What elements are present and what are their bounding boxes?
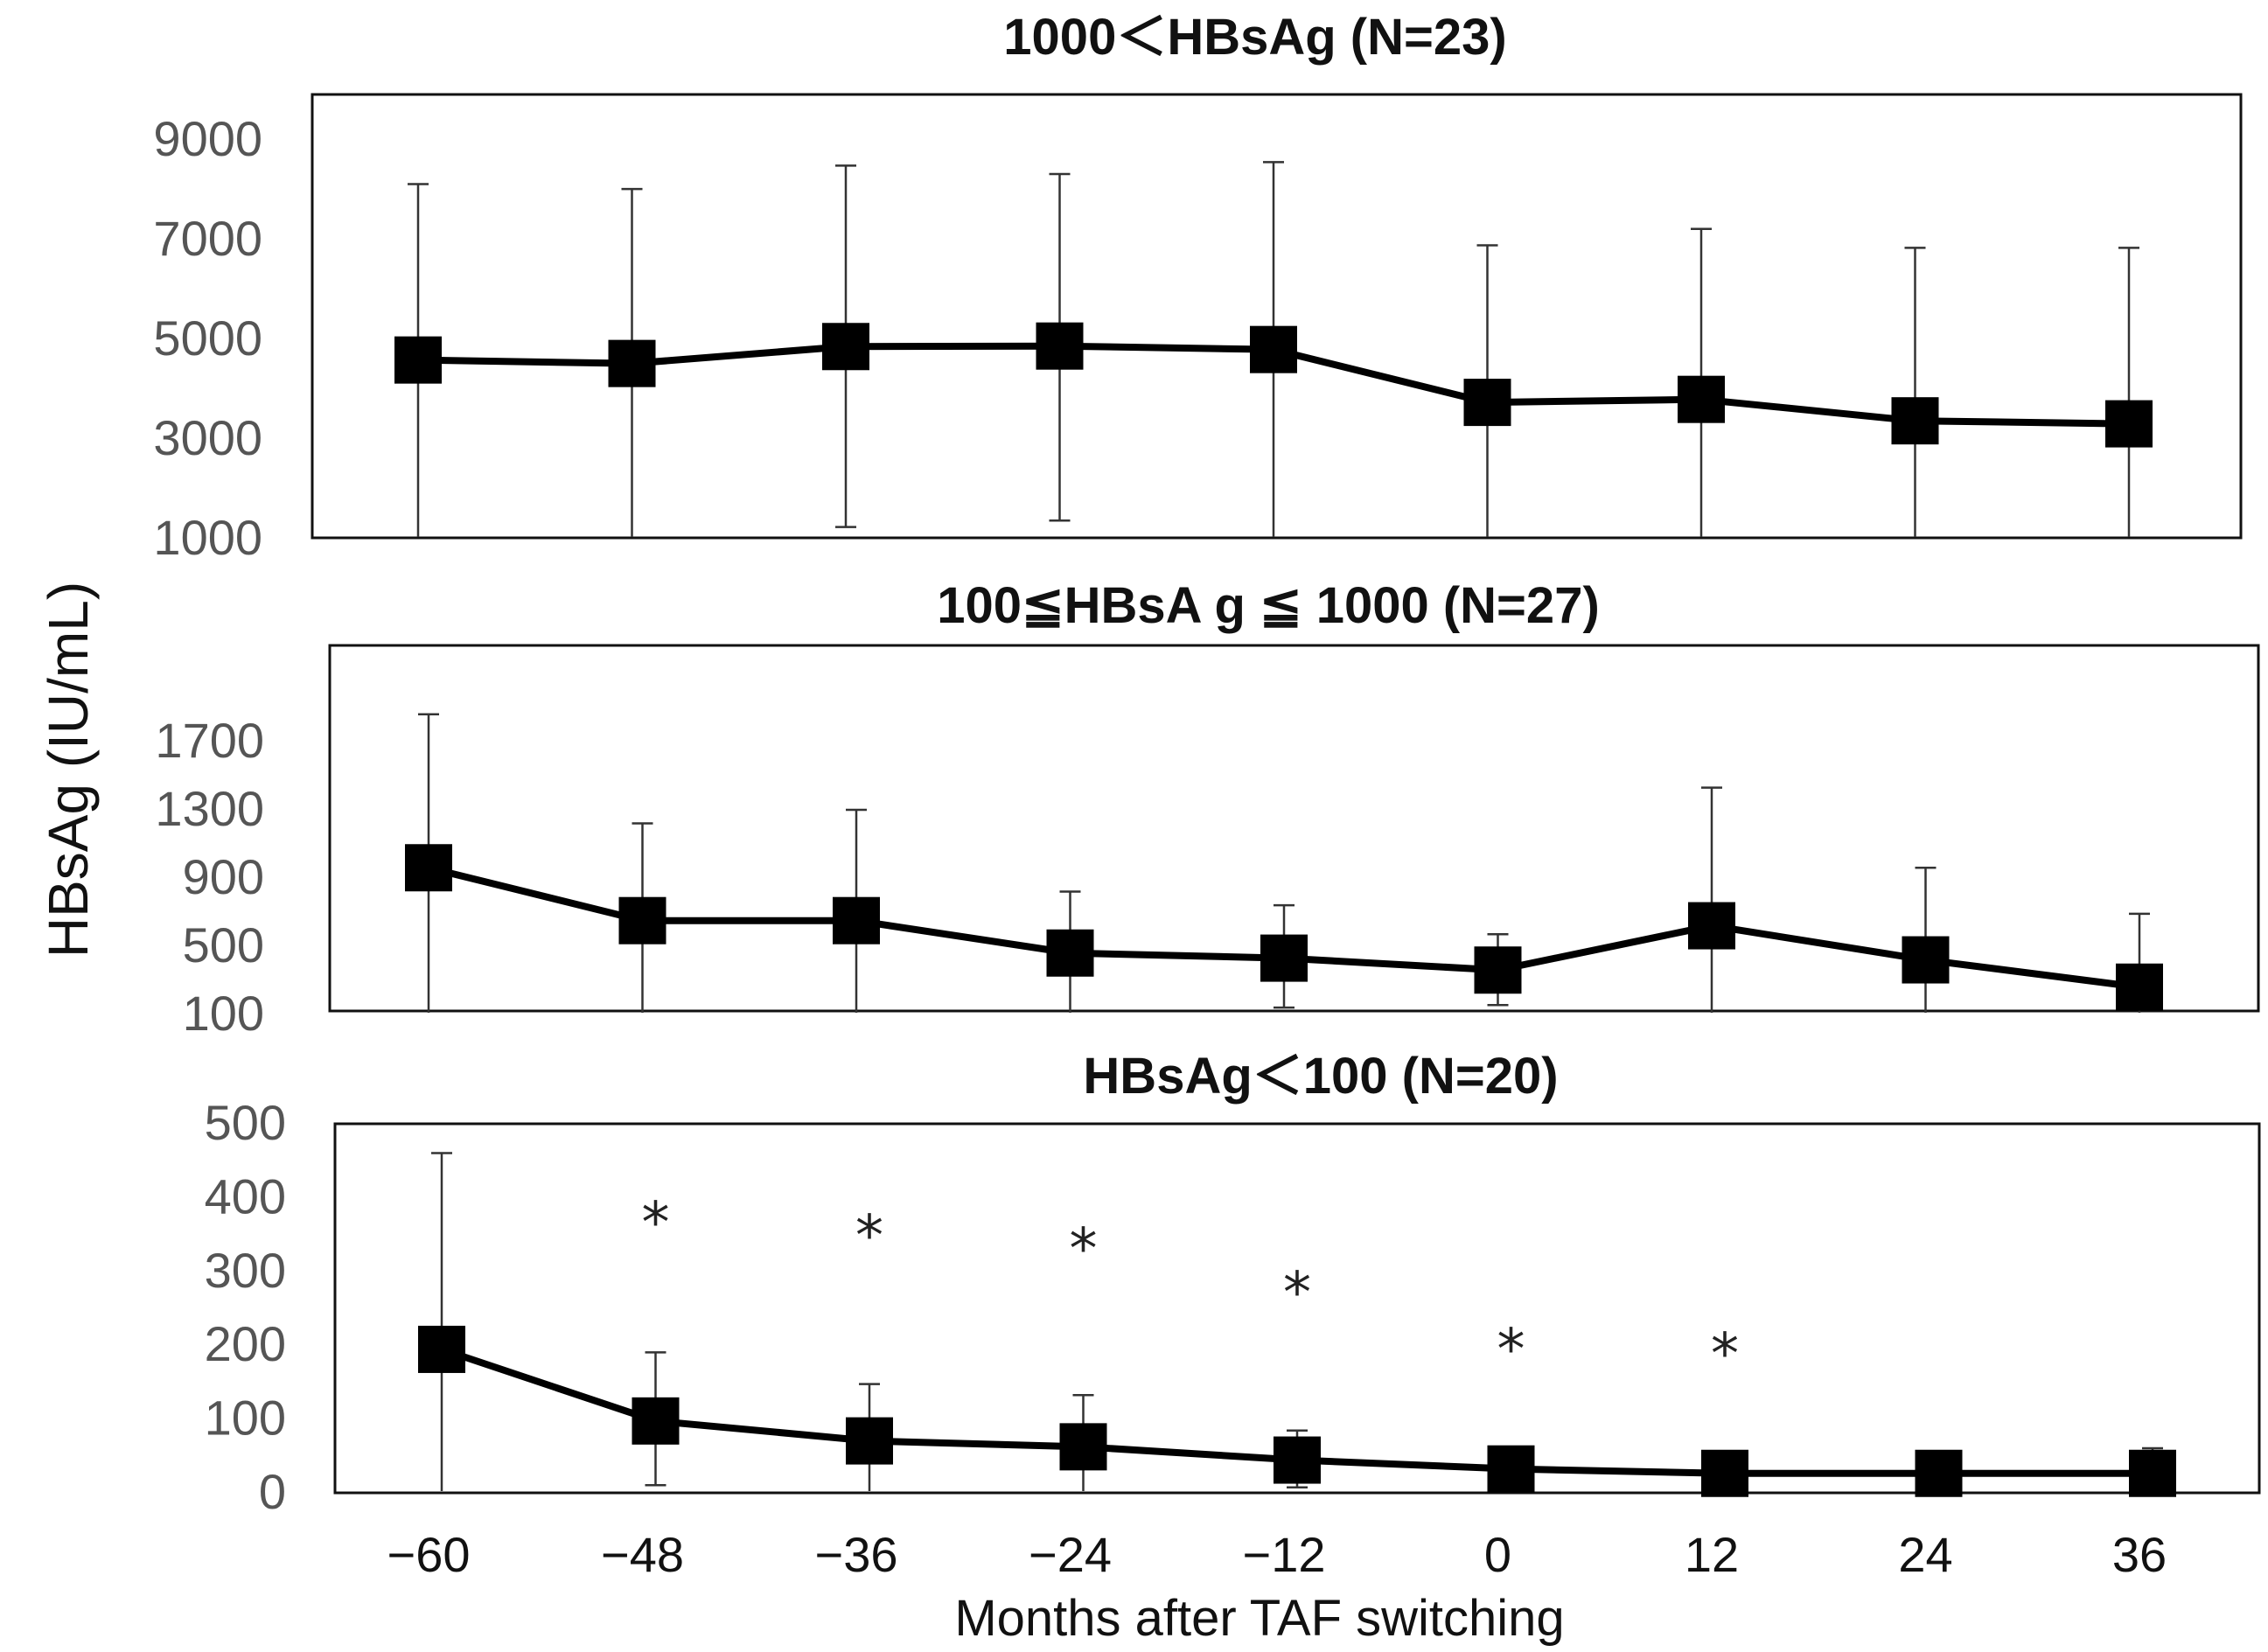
data-point [1891, 397, 1939, 445]
data-point [632, 1397, 680, 1445]
y-tick-label: 500 [205, 1095, 286, 1150]
data-point [608, 339, 656, 387]
x-tick-label: −12 [1243, 1527, 1326, 1582]
panel-high-hbsag: 1000＜HBsAg (N=23) 1000 3000 5000 7000 9000 [153, 9, 2243, 565]
y-tick-label: 0 [259, 1464, 286, 1519]
data-point [1915, 1449, 1963, 1497]
y-tick-label: 7000 [153, 211, 262, 266]
data-point [1463, 379, 1511, 427]
y-tick-label: 1700 [155, 713, 264, 768]
x-ticks: −60 −48 −36 −24 −12 0 12 24 36 [387, 1527, 2167, 1582]
data-point [822, 323, 869, 371]
significance-star: * [1070, 1217, 1098, 1282]
significance-star: * [855, 1204, 883, 1269]
y-tick-label: 300 [205, 1243, 286, 1298]
x-tick-label: 36 [2112, 1527, 2167, 1582]
data-point [394, 336, 442, 384]
y-tick-label: 900 [183, 849, 264, 904]
data-point [1474, 946, 1522, 994]
y-ticks-low: 0 100 200 300 400 500 [205, 1095, 286, 1519]
data-point [2105, 400, 2153, 448]
x-tick-label: 24 [1898, 1527, 1952, 1582]
plot-frame-low [333, 1122, 2261, 1495]
x-tick-label: −36 [815, 1527, 898, 1582]
y-ticks-mid: 100 500 900 1300 1700 [155, 713, 264, 1041]
y-tick-label: 3000 [153, 410, 262, 465]
markers-high [394, 322, 2153, 448]
x-tick-label: 12 [1685, 1527, 1739, 1582]
data-point [1059, 1423, 1107, 1471]
x-tick-label: −48 [601, 1527, 684, 1582]
y-tick-label: 5000 [153, 310, 262, 366]
data-point [1260, 934, 1308, 982]
data-point [1902, 936, 1950, 984]
plot-frame-high [311, 93, 2243, 540]
x-tick-label: 0 [1484, 1527, 1511, 1582]
significance-star: * [1711, 1322, 1739, 1387]
y-tick-label: 500 [183, 917, 264, 972]
panel-title-low: HBsAg＜100 (N=20) [1083, 1048, 1558, 1105]
data-point [405, 844, 452, 892]
significance-star: * [1283, 1261, 1311, 1326]
markers-mid [405, 844, 2163, 1011]
data-point [1036, 322, 1084, 370]
error-bars-high [408, 161, 2139, 537]
markers-low [418, 1325, 2176, 1497]
y-tick-label: 400 [205, 1168, 286, 1223]
significance-low: * * * * * * [642, 1191, 1740, 1387]
data-point [618, 896, 666, 944]
y-tick-label: 100 [205, 1391, 286, 1446]
y-tick-label: 200 [205, 1316, 286, 1371]
y-tick-label: 1300 [155, 781, 264, 836]
panel-title-high: 1000＜HBsAg (N=23) [1003, 9, 1506, 66]
data-point [1046, 929, 1094, 977]
data-point [1678, 375, 1725, 423]
data-point [1250, 325, 1297, 373]
panel-low-hbsag: HBsAg＜100 (N=20) 0 100 200 300 400 500 * * * * * * [205, 1048, 2261, 1519]
significance-star: * [1497, 1318, 1525, 1383]
plot-frame-mid [328, 644, 2260, 1013]
significance-star: * [642, 1191, 670, 1256]
data-point [1274, 1436, 1321, 1484]
data-point [2116, 963, 2163, 1011]
data-point [846, 1417, 893, 1465]
data-point [2129, 1449, 2176, 1497]
data-point [1688, 902, 1735, 950]
y-tick-label: 1000 [153, 510, 262, 565]
panel-title-mid: 100≦HBsA g ≦ 1000 (N=27) [937, 577, 1600, 634]
y-tick-label: 100 [183, 986, 264, 1041]
data-point [1487, 1445, 1535, 1493]
x-tick-label: −60 [387, 1527, 471, 1582]
y-ticks-high: 1000 3000 5000 7000 9000 [153, 111, 262, 565]
y-tick-label: 9000 [153, 111, 262, 166]
data-point [833, 896, 880, 944]
x-tick-label: −24 [1029, 1527, 1112, 1582]
data-point [418, 1325, 465, 1373]
y-axis-label: HBsAg (IU/mL) [37, 582, 100, 958]
x-axis-label: Months after TAF switching [954, 1590, 1564, 1647]
panel-mid-hbsag: 100≦HBsA g ≦ 1000 (N=27) 100 500 900 1300 17… [155, 577, 2260, 1041]
data-point [1701, 1449, 1748, 1497]
